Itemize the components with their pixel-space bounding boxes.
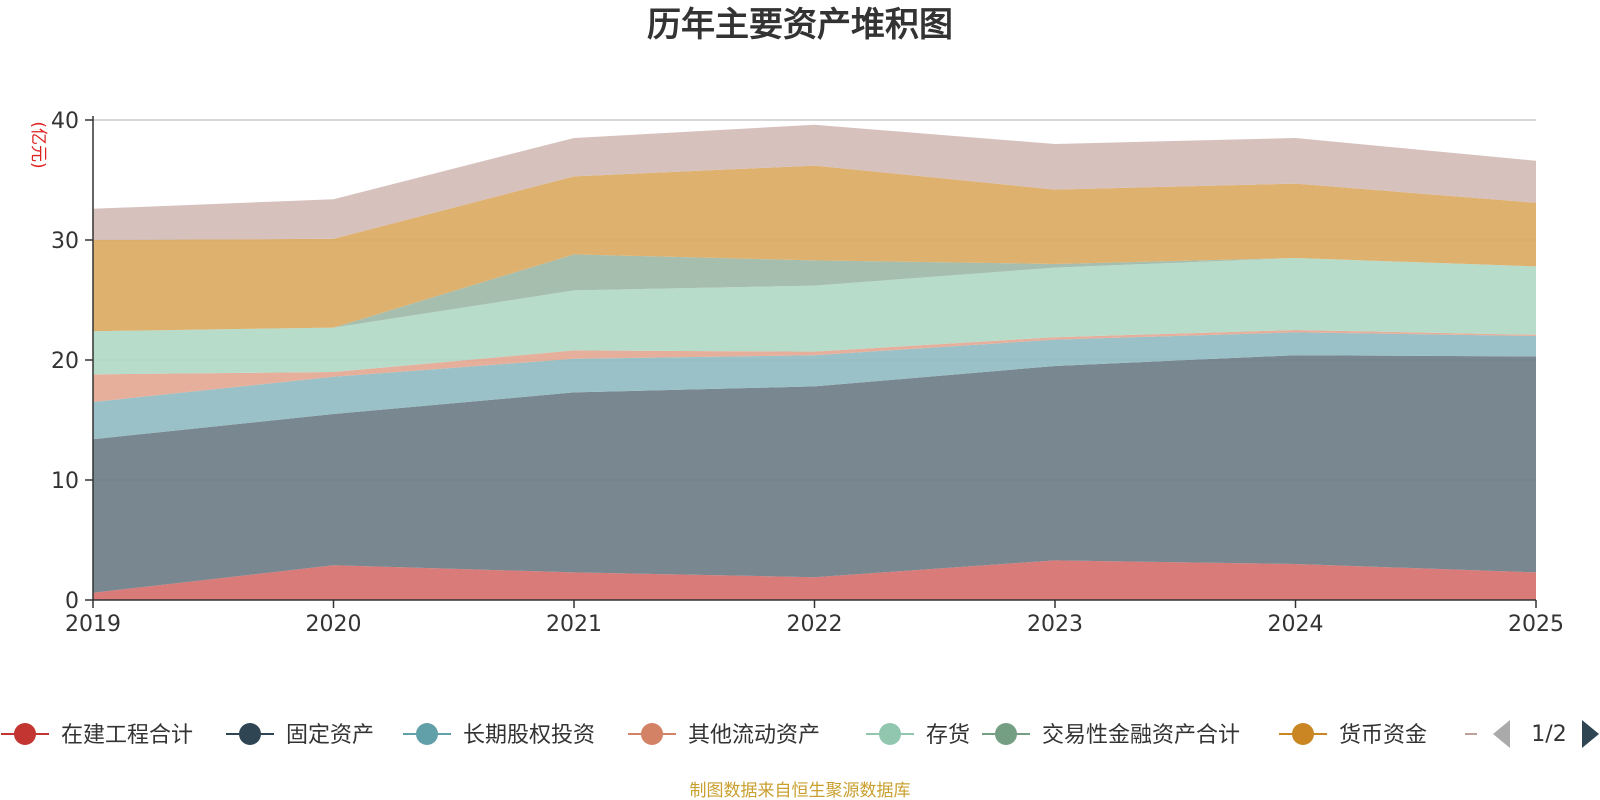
legend-marker-icon xyxy=(879,723,901,745)
area-series-7[interactable] xyxy=(93,124,1536,240)
y-tick-label: 30 xyxy=(51,229,79,254)
area-series-0[interactable] xyxy=(93,560,1536,600)
legend-next-icon[interactable] xyxy=(1582,720,1599,748)
y-tick-label: 40 xyxy=(51,109,79,134)
legend-item-1[interactable]: 固定资产 xyxy=(226,723,374,748)
y-tick-label: 0 xyxy=(65,589,79,614)
data-source-note: 制图数据来自恒生聚源数据库 xyxy=(690,781,911,800)
legend-label: 存货 xyxy=(926,723,970,748)
x-tick-label: 2022 xyxy=(787,612,843,637)
legend-label: 固定资产 xyxy=(286,723,374,748)
legend[interactable]: 在建工程合计 固定资产 长期股权投资 其他流动资产 存货 交易性金融资产合计 货币资金 xyxy=(1,723,1513,748)
legend-page-indicator: 1/2 xyxy=(1531,722,1566,747)
legend-label: 在建工程合计 xyxy=(61,723,193,748)
legend-label: 交易性金融资产合计 xyxy=(1042,723,1240,748)
x-tick-label: 2019 xyxy=(65,612,121,637)
x-tick-label: 2023 xyxy=(1027,612,1083,637)
legend-item-3[interactable]: 其他流动资产 xyxy=(628,723,820,748)
y-tick-label: 10 xyxy=(51,469,79,494)
x-tick-label: 2021 xyxy=(546,612,602,637)
legend-marker-icon xyxy=(416,723,438,745)
area-series-4[interactable] xyxy=(93,258,1536,375)
x-tick-label: 2025 xyxy=(1508,612,1564,637)
legend-item-0[interactable]: 在建工程合计 xyxy=(1,723,193,748)
stacked-areas xyxy=(93,124,1536,600)
legend-item-2[interactable]: 长期股权投资 xyxy=(403,723,595,748)
legend-item-6[interactable]: 货币资金 xyxy=(1279,723,1427,748)
legend-marker-icon xyxy=(1292,723,1314,745)
legend-marker-icon xyxy=(14,723,36,745)
axes: 0 10 20 30 40 2019 2020 2021 2022 2023 2024 2025 xyxy=(51,109,1564,637)
legend-label: 长期股权投资 xyxy=(463,723,595,748)
area-series-2[interactable] xyxy=(93,332,1536,440)
legend-item-4[interactable]: 存货 xyxy=(866,723,970,748)
legend-marker-icon xyxy=(641,723,663,745)
legend-marker-icon xyxy=(239,723,261,745)
y-axis-unit: (亿元) xyxy=(28,121,48,168)
area-series-6[interactable] xyxy=(93,165,1536,332)
chart-title: 历年主要资产堆积图 xyxy=(647,5,953,45)
area-series-5[interactable] xyxy=(93,254,1536,332)
legend-prev-icon[interactable] xyxy=(1493,720,1510,748)
legend-pager: 1/2 xyxy=(1493,720,1599,748)
legend-item-5[interactable]: 交易性金融资产合计 xyxy=(982,723,1240,748)
legend-label: 其他流动资产 xyxy=(688,723,820,748)
legend-label: 货币资金 xyxy=(1339,723,1427,748)
legend-marker-icon xyxy=(995,723,1017,745)
x-tick-label: 2024 xyxy=(1268,612,1324,637)
x-tick-label: 2020 xyxy=(306,612,362,637)
legend-item-7[interactable] xyxy=(1465,723,1513,745)
y-tick-label: 20 xyxy=(51,349,79,374)
area-series-1[interactable] xyxy=(93,355,1536,593)
